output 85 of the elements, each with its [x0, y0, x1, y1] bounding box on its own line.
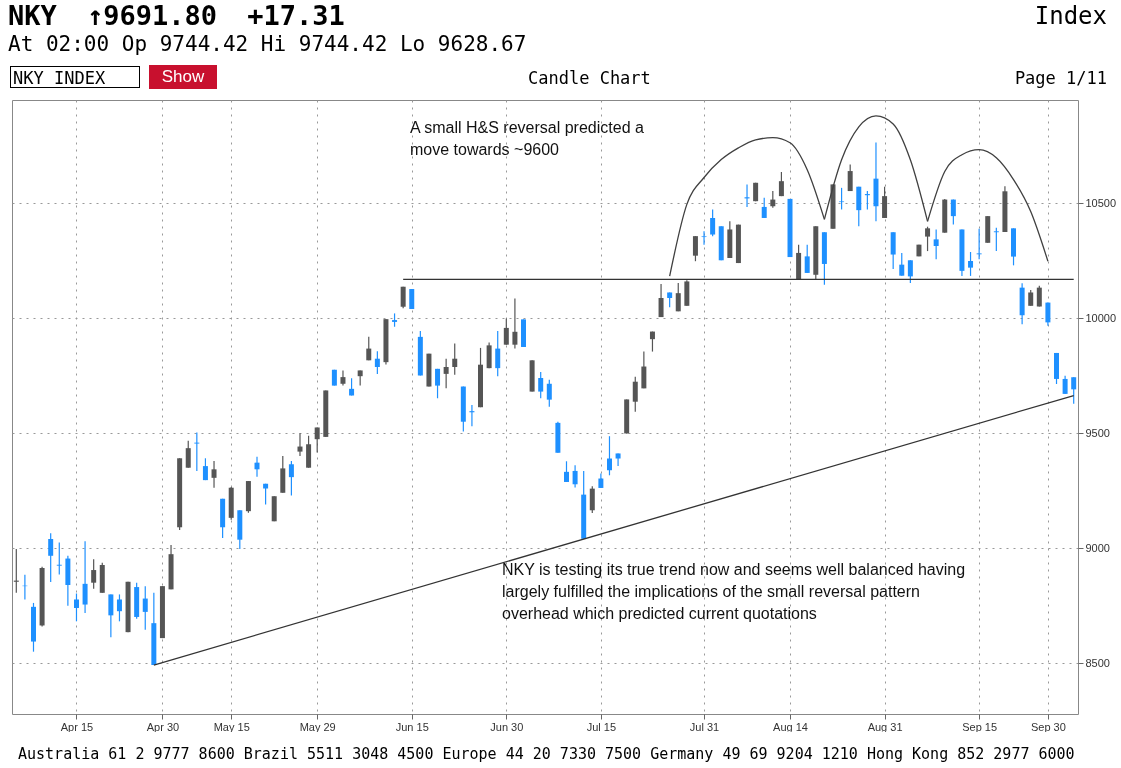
candlestick: [91, 558, 97, 590]
candlestick: [882, 186, 888, 219]
x-tick-label: Aug 31: [867, 720, 903, 733]
candlestick: [211, 460, 217, 489]
candlestick: [710, 208, 716, 237]
candlestick: [847, 163, 853, 192]
candlestick: [572, 464, 578, 489]
chart-title: NKY ↑9691.80 +17.31: [8, 0, 345, 31]
candlestick: [73, 592, 79, 622]
candlestick: [925, 226, 931, 252]
candlestick: [890, 231, 896, 270]
candlestick: [1071, 376, 1077, 405]
x-tick-label: Sep 30: [1030, 720, 1066, 733]
text: Page 1/11: [1014, 68, 1107, 88]
candlestick: [486, 342, 492, 369]
x-tick-label: Sep 15: [962, 720, 998, 733]
y-tick-label: 8500: [1085, 656, 1110, 669]
candlestick: [899, 252, 905, 277]
candlestick: [314, 426, 320, 454]
candlestick: [933, 228, 939, 260]
candlestick: [538, 371, 544, 399]
y-tick-label: 9000: [1085, 541, 1110, 554]
candlestick: [606, 435, 612, 476]
candlestick: [563, 460, 569, 483]
candlestick: [546, 379, 552, 408]
x-tick-label: Aug 14: [773, 720, 808, 733]
candlestick: [495, 330, 501, 377]
candlestick: [512, 297, 518, 350]
candlestick: [856, 186, 862, 227]
x-tick-label: Jul 31: [689, 720, 720, 733]
candlestick: [658, 283, 664, 318]
y-tick-label: 10000: [1085, 311, 1117, 324]
x-tick-label: Apr 30: [146, 720, 180, 733]
chart-subtitle: At 02:00 Op 9744.42 Hi 9744.42 Lo 9628.67: [8, 32, 527, 56]
candlestick: [288, 460, 294, 497]
x-tick-label: Jun 15: [395, 720, 429, 733]
candlestick: [48, 532, 54, 583]
y-tick-label: 9500: [1085, 426, 1110, 439]
annotation: NKY is testing its true trend now and seems well balanced having largely fulfilled the implications of the small reversal pattern overhead which predicted current quotations: [502, 561, 966, 622]
candlestick: [993, 227, 999, 252]
candlestick: [340, 369, 346, 387]
candlestick: [907, 259, 913, 284]
candlestick: [839, 187, 845, 211]
candlestick: [641, 350, 647, 389]
candlestick: [778, 171, 784, 197]
candlestick: [1036, 285, 1042, 308]
candlestick: [443, 358, 449, 389]
x-tick-label: May 15: [213, 720, 250, 733]
candlestick: [503, 317, 509, 346]
candlestick: [82, 540, 88, 614]
x-tick-label: Jun 30: [490, 720, 524, 733]
x-tick-label: Jul 15: [586, 720, 617, 733]
text: Show: [149, 65, 217, 89]
candlestick: [306, 435, 312, 469]
candlestick: [56, 541, 62, 576]
candlestick: [589, 485, 595, 514]
text: Index: [1034, 2, 1107, 30]
candlestick: [108, 593, 114, 638]
candlestick: [632, 376, 638, 413]
y-tick-label: 10500: [1085, 196, 1117, 209]
candlestick: [374, 350, 380, 375]
x-tick-label: Apr 15: [60, 720, 94, 733]
candlestick: [976, 228, 982, 260]
text: Candle Chart: [528, 68, 651, 88]
candlestick: [615, 452, 621, 467]
candlestick: [142, 585, 148, 631]
candlestick: [761, 197, 767, 219]
annotation: A small H&S reversal predicted a move towards ~9600: [410, 119, 644, 158]
candlestick: [701, 230, 707, 246]
candlestick: [297, 432, 303, 457]
candlestick: [116, 593, 122, 622]
candlestick: [435, 368, 441, 399]
x-tick-label: May 29: [299, 720, 336, 733]
candlestick: [804, 244, 810, 274]
candlestick: [1062, 375, 1068, 395]
text: Australia 61 2 9777 8600 Brazil 5511 3048 4500 Europe 44 20 7330 7500 Germany 49 69 9204 1210 Hong Kong 852 2977 6000: [18, 745, 1075, 763]
text: NKY INDEX: [10, 66, 140, 88]
candlestick: [194, 431, 200, 472]
candlestick: [675, 282, 681, 312]
candlestick: [254, 456, 260, 478]
candlestick: [950, 198, 956, 226]
candlestick: [968, 251, 974, 277]
candlestick: [452, 342, 458, 376]
candlestick: [185, 440, 191, 469]
candlestick: [692, 235, 698, 262]
